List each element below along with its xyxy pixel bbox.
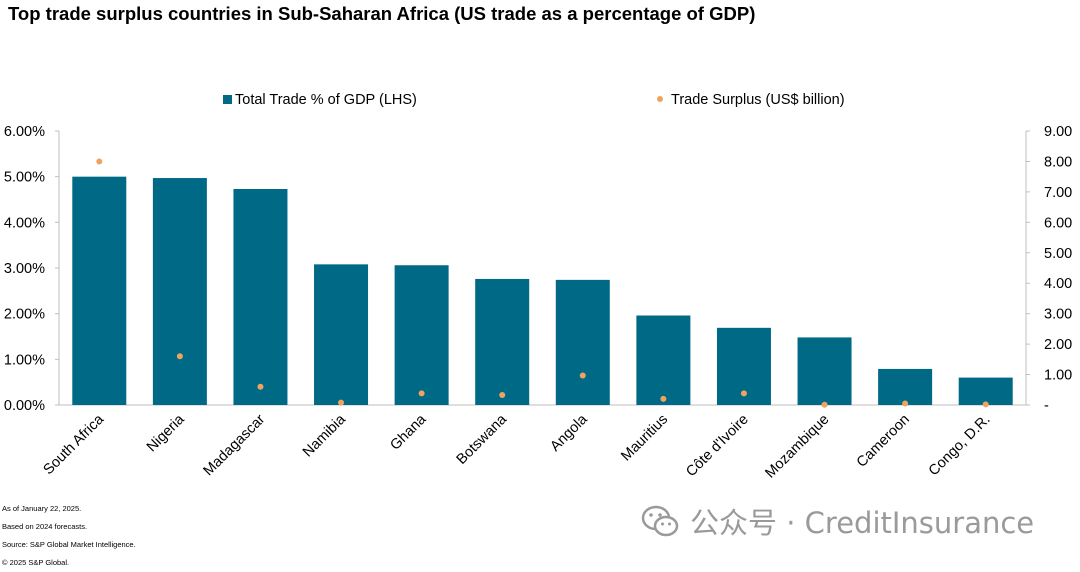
bar-11 bbox=[878, 368, 933, 405]
right-tick-label: 5.00 bbox=[1044, 246, 1072, 262]
note-copyright: © 2025 S&P Global. bbox=[2, 558, 70, 567]
left-tick-label: 4.00% bbox=[4, 215, 45, 231]
surplus-dot-1 bbox=[96, 158, 103, 165]
surplus-dot-3 bbox=[257, 383, 264, 390]
legend-bar-label: Total Trade % of GDP (LHS) bbox=[235, 92, 417, 108]
chart-notes: As of January 22, 2025. Based on 2024 fo… bbox=[2, 500, 136, 572]
bar-8 bbox=[636, 315, 691, 405]
right-tick-label: 8.00 bbox=[1044, 154, 1072, 170]
right-tick-label: - bbox=[1044, 398, 1049, 414]
category-label: Mozambique bbox=[762, 412, 832, 482]
surplus-dot-4 bbox=[338, 399, 345, 406]
category-label: Cameroon bbox=[854, 412, 913, 471]
category-label: Congo, D.R. bbox=[926, 412, 994, 480]
bar-4 bbox=[314, 264, 369, 405]
surplus-dot-6 bbox=[499, 391, 506, 398]
bar-6 bbox=[475, 278, 530, 405]
right-tick-label: 6.00 bbox=[1044, 215, 1072, 231]
surplus-dot-10 bbox=[821, 401, 828, 408]
right-tick-label: 7.00 bbox=[1044, 185, 1072, 201]
bar-12 bbox=[958, 377, 1013, 405]
note-source: Source: S&P Global Market Intelligence. bbox=[2, 540, 136, 549]
category-label: South Africa bbox=[41, 411, 108, 478]
bar-5 bbox=[394, 265, 449, 405]
note-date: As of January 22, 2025. bbox=[2, 504, 82, 513]
surplus-dot-12 bbox=[982, 401, 989, 408]
left-tick-label: 6.00% bbox=[4, 124, 45, 140]
right-tick-label: 4.00 bbox=[1044, 276, 1072, 292]
category-label: Ghana bbox=[387, 411, 430, 454]
category-label: Madagascar bbox=[201, 411, 269, 479]
left-tick-label: 0.00% bbox=[4, 398, 45, 414]
right-tick-label: 3.00 bbox=[1044, 307, 1072, 323]
legend-dot-swatch bbox=[657, 96, 663, 102]
bar-1 bbox=[72, 176, 127, 405]
surplus-dot-9 bbox=[740, 390, 747, 397]
legend-dot-label: Trade Surplus (US$ billion) bbox=[671, 92, 845, 108]
right-tick-label: 1.00 bbox=[1044, 368, 1072, 384]
right-tick-label: 9.00 bbox=[1044, 124, 1072, 140]
right-tick-label: 2.00 bbox=[1044, 337, 1072, 353]
category-label: Namibia bbox=[300, 411, 350, 461]
left-tick-label: 2.00% bbox=[4, 307, 45, 323]
chart-title: Top trade surplus countries in Sub-Sahar… bbox=[8, 3, 756, 24]
bar-3 bbox=[233, 188, 288, 405]
surplus-dot-7 bbox=[579, 372, 586, 379]
wechat-icon bbox=[641, 505, 679, 537]
surplus-dot-2 bbox=[176, 353, 183, 360]
category-label: Botswana bbox=[454, 411, 511, 468]
note-forecast: Based on 2024 forecasts. bbox=[2, 522, 88, 531]
surplus-dot-8 bbox=[660, 395, 667, 402]
left-tick-label: 3.00% bbox=[4, 261, 45, 277]
bar-2 bbox=[152, 178, 207, 405]
bar-7 bbox=[555, 279, 610, 405]
left-tick-label: 1.00% bbox=[4, 352, 45, 368]
category-label: Angola bbox=[547, 411, 591, 455]
category-label: Côte d'Ivoire bbox=[683, 412, 752, 481]
category-label: Mauritius bbox=[618, 412, 671, 465]
category-label: Nigeria bbox=[144, 411, 188, 455]
legend-bar-swatch bbox=[223, 95, 232, 104]
watermark-text: 公众号 · CreditInsurance bbox=[690, 506, 1035, 540]
watermark: 公众号 · CreditInsurance bbox=[640, 500, 1034, 542]
bar-10 bbox=[797, 337, 852, 405]
surplus-dot-5 bbox=[418, 390, 425, 397]
surplus-dot-11 bbox=[902, 400, 909, 407]
left-tick-label: 5.00% bbox=[4, 170, 45, 186]
